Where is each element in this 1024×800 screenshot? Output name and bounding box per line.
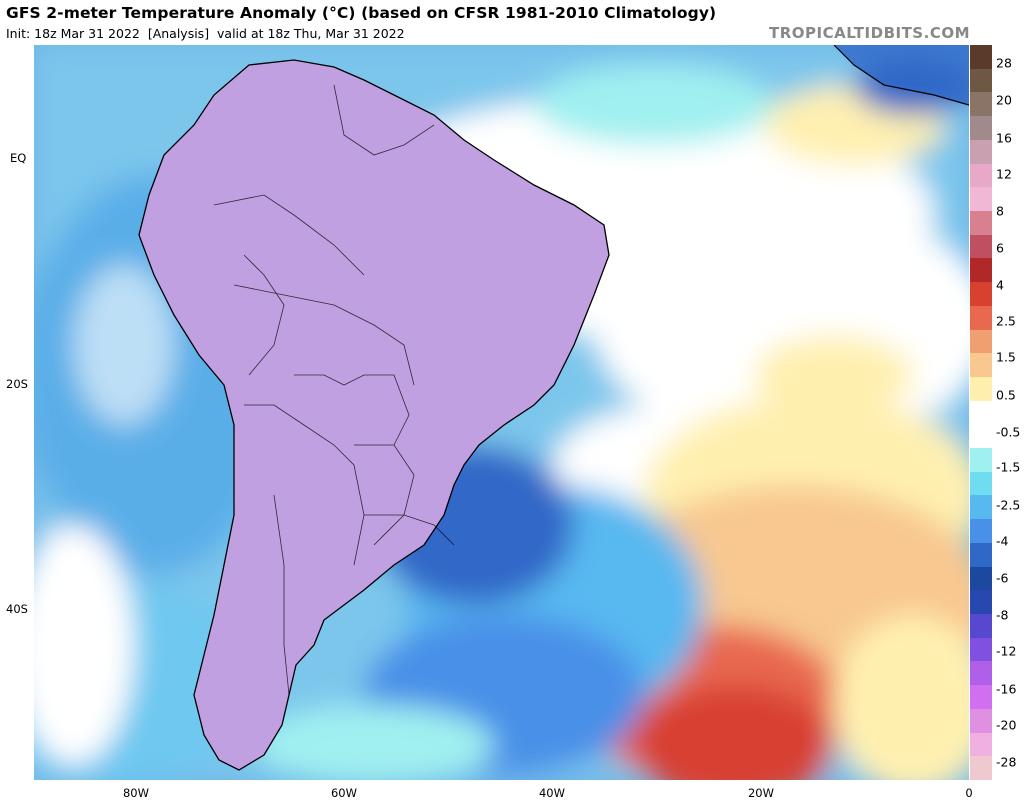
colorbar-segment bbox=[970, 187, 992, 212]
colorbar-label: 0.5 bbox=[996, 387, 1016, 403]
colorbar-segment bbox=[970, 708, 992, 734]
lon-label-40w: 40W bbox=[538, 786, 566, 800]
colorbar-label: -4 bbox=[996, 533, 1009, 549]
colorbar-label: 4 bbox=[996, 277, 1004, 293]
colorbar-segment bbox=[970, 163, 992, 188]
colorbar-segment bbox=[970, 495, 992, 520]
analysis-tag: [Analysis] bbox=[147, 26, 210, 41]
colorbar-segment bbox=[970, 732, 992, 757]
country-borders bbox=[213, 84, 455, 696]
colorbar-label: 8 bbox=[996, 203, 1004, 219]
colorbar-segment bbox=[970, 282, 992, 307]
valid-time: valid at 18z Thu, Mar 31 2022 bbox=[217, 26, 405, 41]
site-brand: TROPICALTIDBITS.COM bbox=[769, 24, 970, 42]
lat-label-eq: EQ bbox=[10, 151, 27, 165]
colorbar-label: -8 bbox=[996, 607, 1009, 623]
lon-label-80w: 80W bbox=[122, 786, 150, 800]
map-subtitle: Init: 18z Mar 31 2022 [Analysis] valid a… bbox=[6, 26, 405, 41]
colorbar-label: -6 bbox=[996, 570, 1009, 586]
colorbar-segment bbox=[970, 519, 992, 544]
colorbar-segment bbox=[970, 139, 992, 165]
colorbar-segment bbox=[970, 353, 992, 378]
colorbar-label: 12 bbox=[996, 166, 1012, 182]
colorbar-label: -20 bbox=[996, 717, 1017, 733]
colorbar-segment bbox=[970, 400, 992, 425]
colorbar-segment bbox=[970, 329, 992, 354]
colorbar-segment bbox=[970, 471, 992, 496]
colorbar-segment bbox=[970, 614, 992, 639]
colorbar-segment bbox=[970, 258, 992, 283]
colorbar-segment bbox=[970, 210, 992, 236]
colorbar-label: 28 bbox=[996, 55, 1012, 71]
colorbar-segment bbox=[970, 68, 992, 93]
colorbar-segment bbox=[970, 637, 992, 662]
colorbar-label: -1.5 bbox=[996, 459, 1021, 475]
colorbar-segment bbox=[970, 234, 992, 259]
colorbar-segment bbox=[970, 590, 992, 615]
anomaly-map bbox=[34, 45, 969, 780]
colorbar-label: -2.5 bbox=[996, 497, 1021, 513]
lon-label-20w: 20W bbox=[747, 786, 775, 800]
lat-label-20s: 20S bbox=[6, 377, 28, 391]
colorbar-label: 6 bbox=[996, 240, 1004, 256]
colorbar-segment bbox=[970, 685, 992, 710]
colorbar bbox=[970, 45, 992, 781]
map-title: GFS 2-meter Temperature Anomaly (°C) (ba… bbox=[6, 4, 717, 22]
colorbar-segment bbox=[970, 661, 992, 686]
colorbar-segment bbox=[970, 376, 992, 402]
colorbar-segment bbox=[970, 116, 992, 141]
lon-label-0: 0 bbox=[965, 786, 973, 800]
colorbar-segment bbox=[970, 305, 992, 330]
lat-label-40s: 40S bbox=[6, 602, 28, 616]
colorbar-segment bbox=[970, 45, 992, 70]
init-time: Init: 18z Mar 31 2022 bbox=[6, 26, 140, 41]
colorbar-label: -16 bbox=[996, 681, 1017, 697]
colorbar-segment bbox=[970, 566, 992, 591]
colorbar-label: 16 bbox=[996, 130, 1012, 146]
colorbar-segment bbox=[970, 756, 992, 781]
map-graphic bbox=[34, 45, 969, 780]
colorbar-label: 2.5 bbox=[996, 313, 1016, 329]
colorbar-label: -28 bbox=[996, 754, 1017, 770]
colorbar-label: -12 bbox=[996, 643, 1017, 659]
africa-coastline bbox=[833, 45, 969, 106]
colorbar-segment bbox=[970, 542, 992, 568]
colorbar-label: 20 bbox=[996, 92, 1012, 108]
colorbar-label: -0.5 bbox=[996, 424, 1021, 440]
africa-edge bbox=[834, 45, 969, 105]
colorbar-segment bbox=[970, 448, 992, 473]
lon-label-60w: 60W bbox=[330, 786, 358, 800]
colorbar-segment bbox=[970, 424, 992, 449]
colorbar-segment bbox=[970, 92, 992, 117]
colorbar-label: 1.5 bbox=[996, 349, 1016, 365]
